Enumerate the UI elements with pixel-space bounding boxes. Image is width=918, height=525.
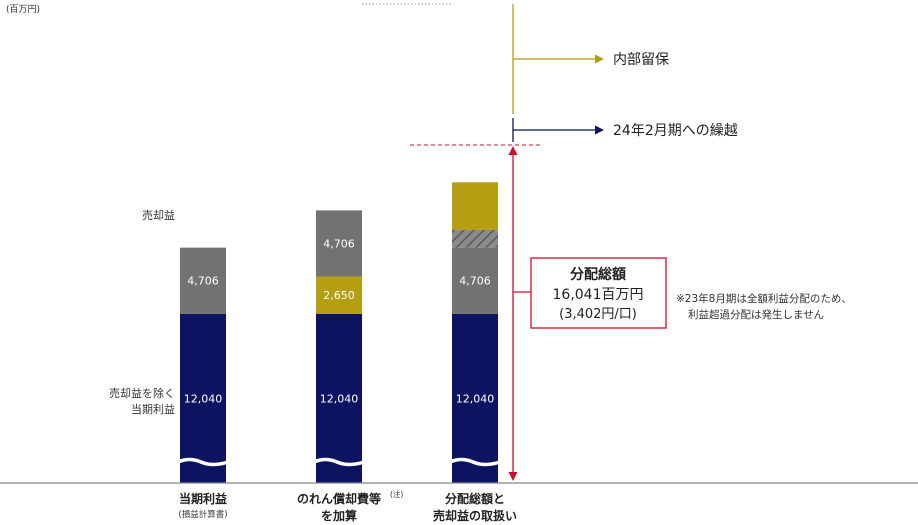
bar-segment-2-6 [452, 247, 498, 314]
bar-value-label-0-1: 4,706 [187, 275, 219, 288]
bar-value-label-1-3: 2,650 [323, 289, 355, 302]
bar-segment-2-8 [452, 182, 498, 230]
retained-label: 内部留保 [613, 52, 669, 68]
bar-value-label-2-6: 4,706 [459, 275, 491, 288]
category-label-0-line1: 当期利益 [179, 491, 227, 506]
bar-segment-2-5 [452, 313, 498, 483]
bar-value-label-1-2: 12,040 [320, 392, 359, 405]
axis-break-mark-2 [449, 457, 501, 467]
unit-label: (百万円) [6, 4, 40, 15]
distribution-arrow-head-bottom [508, 472, 518, 481]
category-label-2-line1: 分配総額と [445, 491, 505, 506]
distribution-box [530, 257, 667, 329]
bar-segment-0-1 [180, 247, 226, 314]
bar-segment-1-2 [316, 313, 362, 483]
bar-labels-layer: 12,040 4,706 12,040 2,650 4,706 12,040 4,706 [177, 237, 501, 467]
left-label-income-line2: 当期利益 [131, 402, 175, 416]
bar-segment-0-0 [180, 313, 226, 483]
category-label-0-line2: (損益計算書) [178, 509, 227, 520]
category-label-2-line2: 売却益の取扱い [433, 508, 517, 523]
distribution-amount: 16,041百万円 [553, 287, 644, 303]
distribution-title: 分配総額 [570, 266, 626, 283]
axis-break-mark-0 [177, 457, 229, 467]
bar-segment-1-3 [316, 276, 362, 314]
bar-value-label-2-5: 12,040 [456, 392, 495, 405]
category-label-1-note: (注) [390, 489, 403, 499]
left-label-income-line1: 売却益を除く [109, 386, 175, 400]
category-label-1-line2: を加算 [321, 508, 357, 523]
bar-value-label-0-0: 12,040 [184, 392, 223, 405]
distribution-arrow-head-top [508, 146, 518, 155]
carry-label: 24年2月期への繰越 [613, 123, 738, 139]
bars-layer [180, 182, 498, 483]
category-label-1-line1: のれん償却費等 [297, 491, 381, 506]
bar-value-label-1-4: 4,706 [323, 237, 355, 250]
carry-arrow-head [595, 125, 604, 135]
retained-arrow-head [595, 54, 604, 64]
bar-segment-1-4 [316, 210, 362, 277]
distribution-per-unit: (3,402円/口) [559, 307, 637, 322]
axis-break-mark-1 [313, 457, 365, 467]
note-line2: 利益超過分配は発生しません [688, 308, 824, 321]
note-line1: ※23年8月期は全額利益分配のため、 [676, 292, 852, 305]
bar-segment-2-7 [452, 229, 498, 248]
left-label-gain: 売却益 [142, 208, 175, 222]
